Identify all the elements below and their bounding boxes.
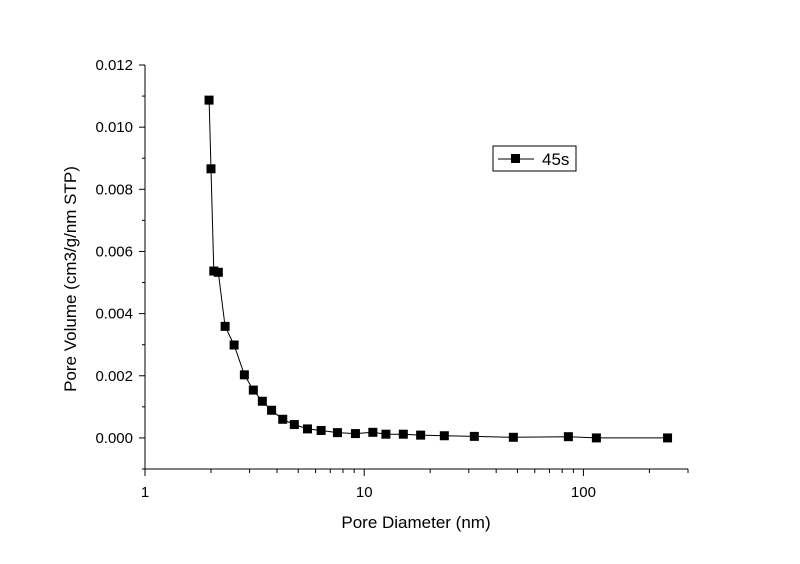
data-point [398, 429, 408, 439]
ticks [139, 64, 689, 476]
data-point [663, 433, 673, 443]
data-point [239, 370, 249, 380]
data-point [591, 433, 601, 443]
x-tick-label: 1 [141, 484, 149, 501]
y-tick-label: 0.000 [95, 430, 133, 447]
data-point [248, 385, 258, 395]
data-point [439, 431, 449, 441]
data-point [332, 428, 342, 438]
y-tick-label: 0.012 [95, 57, 133, 74]
data-point [563, 432, 573, 442]
data-point [278, 414, 288, 424]
series-line-path [208, 100, 668, 439]
data-point [508, 432, 518, 442]
markers [204, 95, 673, 443]
axes [144, 65, 688, 470]
data-point [267, 405, 277, 415]
y-tick-label: 0.004 [95, 306, 133, 323]
data-point [213, 267, 223, 277]
data-point [416, 430, 426, 440]
data-point [257, 396, 267, 406]
data-point [229, 340, 239, 350]
data-point [206, 164, 216, 174]
tick-labels: 0.000 0.002 0.004 0.006 0.008 0.010 0.012 1 10 10… [95, 57, 595, 501]
data-point [350, 429, 360, 439]
data-point [469, 431, 479, 441]
data-point [209, 266, 219, 276]
data-point [220, 321, 230, 331]
legend: 45s [492, 145, 577, 172]
data-point [381, 429, 391, 439]
x-tick-label: 100 [571, 484, 596, 501]
legend-marker [511, 154, 520, 163]
data-point [289, 420, 299, 430]
y-tick-label: 0.008 [95, 181, 133, 198]
y-axis-title: Pore Volume (cm3/g/nm STP) [61, 166, 80, 392]
y-tick-label: 0.010 [95, 119, 133, 136]
x-tick-label: 10 [356, 484, 373, 501]
data-point [302, 424, 312, 434]
x-axis-title: Pore Diameter (nm) [341, 513, 490, 532]
legend-label: 45s [542, 150, 569, 169]
data-point [204, 95, 214, 105]
data-point [316, 425, 326, 435]
y-tick-label: 0.002 [95, 368, 133, 385]
y-tick-label: 0.006 [95, 243, 133, 260]
series-line [208, 100, 668, 439]
data-point [368, 427, 378, 437]
